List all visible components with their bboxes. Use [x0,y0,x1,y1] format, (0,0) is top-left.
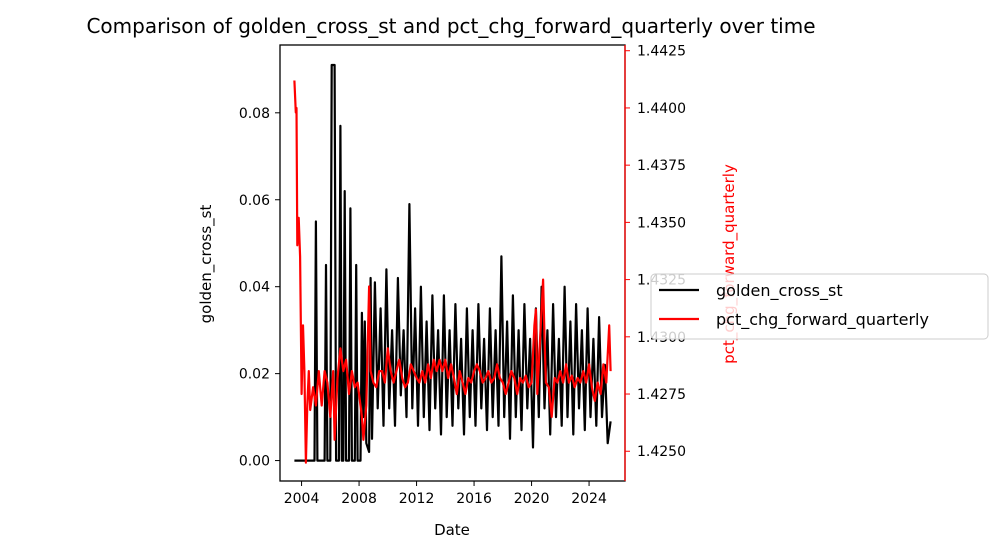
y-right-tick-label: 1.4400 [637,101,686,117]
series-layer [293,63,612,464]
y-left-tick-label: 0.00 [239,454,270,470]
x-tick-label: 2020 [514,491,550,507]
y-left-axis-label: golden_cross_st [197,205,216,324]
series-line-pct_chg_forward_quarterly [293,80,612,464]
x-tick-label: 2004 [284,491,320,507]
x-tick-label: 2008 [341,491,377,507]
y-left-tick-label: 0.08 [239,106,270,122]
legend: golden_cross_st pct_chg_forward_quarterl… [650,273,989,340]
y-right-tick-label: 1.4250 [637,444,686,460]
chart-title: Comparison of golden_cross_st and pct_ch… [86,14,815,38]
x-tick-label: 2016 [456,491,492,507]
y-right-tick-label: 1.4275 [637,387,686,403]
y-left-tick-label: 0.04 [239,280,270,296]
y-right-axis: 1.42501.42751.43001.43251.43501.43751.44… [624,44,686,481]
x-tick-label: 2012 [399,491,435,507]
legend-box [650,273,989,340]
x-axis: 2004 2008 2012 2016 2020 2024 [284,481,607,507]
y-right-tick-label: 1.4350 [637,215,686,231]
x-axis-label: Date [434,521,470,539]
y-right-tick-label: 1.4375 [637,158,686,174]
y-left-tick-label: 0.06 [239,193,270,209]
y-right-tick-label: 1.4425 [637,44,686,60]
y-left-axis: 0.00 0.02 0.04 0.06 0.08 [239,106,280,470]
x-tick-label: 2024 [571,491,607,507]
y-left-tick-label: 0.02 [239,367,270,383]
legend-label-golden-cross: golden_cross_st [716,281,843,301]
series-line-golden_cross_st [294,63,612,462]
legend-label-pct-chg: pct_chg_forward_quarterly [716,310,929,330]
plot-area [279,44,626,482]
